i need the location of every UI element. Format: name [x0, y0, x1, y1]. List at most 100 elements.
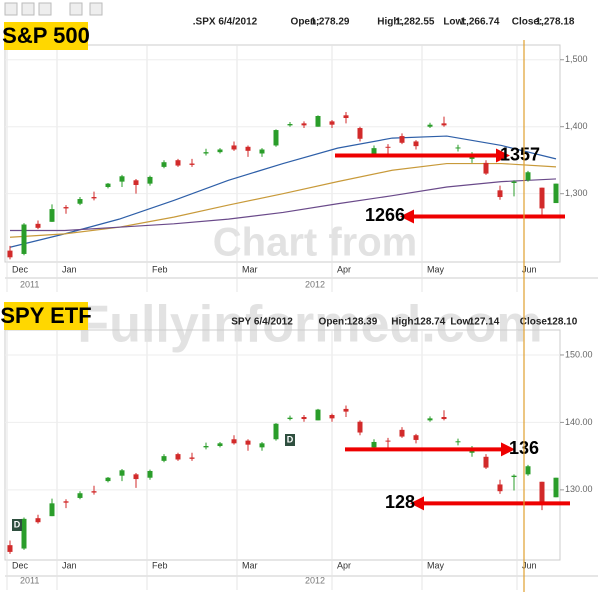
candle-body: [105, 183, 111, 187]
toolbar: [4, 2, 103, 16]
candle-body: [189, 163, 195, 165]
candle-body: [77, 493, 83, 498]
annotation-label: 1357: [500, 144, 540, 164]
watermark: Chart from: [213, 221, 417, 265]
year-label: 2012: [305, 575, 325, 585]
candle-body: [245, 440, 251, 445]
candle-body: [21, 224, 27, 254]
event-label: D: [287, 434, 294, 444]
candle-body: [175, 454, 181, 460]
candle-body: [273, 423, 279, 440]
header-text: 128.10: [547, 317, 578, 328]
candle-body: [217, 149, 223, 153]
y-tick-label: 150.00: [565, 349, 593, 359]
candle-body: [203, 446, 209, 448]
candle-body: [49, 503, 55, 517]
candle-body: [441, 417, 447, 420]
arrow-head: [400, 209, 414, 224]
header-text: 1,266.74: [461, 17, 500, 28]
candle-body: [357, 421, 363, 433]
candle-body: [343, 408, 349, 412]
badge: [4, 302, 88, 330]
header-text: 127.14: [469, 317, 500, 328]
header-text: Open:: [319, 317, 348, 328]
header-text: High:: [377, 17, 403, 28]
candle-body: [203, 152, 209, 154]
candle-body: [105, 477, 111, 482]
candle-body: [147, 176, 153, 184]
candle-body: [539, 481, 545, 503]
candle-body: [385, 440, 391, 442]
candle-body: [399, 136, 405, 143]
candle-body: [329, 121, 335, 125]
candle-body: [455, 441, 461, 443]
header-text: 1,282.55: [396, 17, 435, 28]
month-label: Feb: [152, 560, 168, 570]
candle-body: [21, 518, 27, 549]
candle-body: [119, 470, 125, 476]
candle-body: [63, 207, 69, 209]
year-label: 2011: [20, 575, 39, 585]
candle-body: [259, 443, 265, 448]
month-label: May: [427, 560, 445, 570]
candle-body: [119, 176, 125, 182]
candle-body: [427, 418, 433, 421]
candle-body: [553, 183, 559, 204]
header-text: Close:: [512, 17, 543, 28]
candle-body: [91, 197, 97, 199]
candle-body: [63, 501, 69, 503]
month-label: Mar: [242, 560, 258, 570]
candle-body: [511, 475, 517, 478]
event-label: D: [14, 519, 21, 529]
candle-body: [287, 124, 293, 126]
year-label: 2011: [20, 279, 39, 289]
candle-body: [497, 484, 503, 492]
candle-body: [385, 146, 391, 148]
candle-body: [483, 162, 489, 174]
candle-body: [259, 149, 265, 154]
candle-body: [539, 187, 545, 209]
header-text: Low:: [443, 17, 466, 28]
moving-average: [9, 135, 557, 248]
candle-body: [329, 414, 335, 419]
month-label: May: [427, 264, 445, 274]
month-label: Jan: [62, 560, 77, 570]
month-label: Apr: [337, 560, 351, 570]
candle-body: [161, 162, 167, 167]
arrow-head: [501, 442, 515, 457]
candle-body: [7, 545, 13, 552]
header-text: Open:: [291, 17, 320, 28]
y-tick-label: 140.00: [565, 417, 593, 427]
candle-body: [413, 141, 419, 147]
candle-body: [231, 145, 237, 150]
month-label: Apr: [337, 264, 351, 274]
candle-body: [175, 160, 181, 166]
header-text: Low:: [450, 317, 473, 328]
candle-body: [371, 441, 377, 448]
header-text: Close:: [520, 317, 551, 328]
month-label: Dec: [12, 560, 29, 570]
candle-body: [7, 250, 13, 258]
candle-body: [217, 443, 223, 447]
badge-text: SPY ETF: [0, 303, 91, 328]
annotation-label: 128: [385, 492, 415, 512]
candle-body: [525, 172, 531, 181]
month-label: Jan: [62, 264, 77, 274]
year-label: 2012: [305, 279, 325, 289]
candle-body: [399, 429, 405, 437]
y-tick-label: 1,300: [565, 188, 588, 198]
header-text: High:: [391, 317, 417, 328]
candle-body: [427, 124, 433, 127]
header-text: .SPX 6/4/2012: [193, 17, 258, 28]
plot-frame: [4, 329, 561, 561]
candle-body: [189, 457, 195, 459]
arrow-head: [496, 148, 510, 163]
candle-body: [133, 474, 139, 480]
plot-frame: [4, 44, 561, 263]
month-label: Feb: [152, 264, 168, 274]
candle-body: [273, 130, 279, 146]
candle-body: [315, 409, 321, 421]
candle-body: [91, 491, 97, 493]
candle-body: [441, 123, 447, 126]
